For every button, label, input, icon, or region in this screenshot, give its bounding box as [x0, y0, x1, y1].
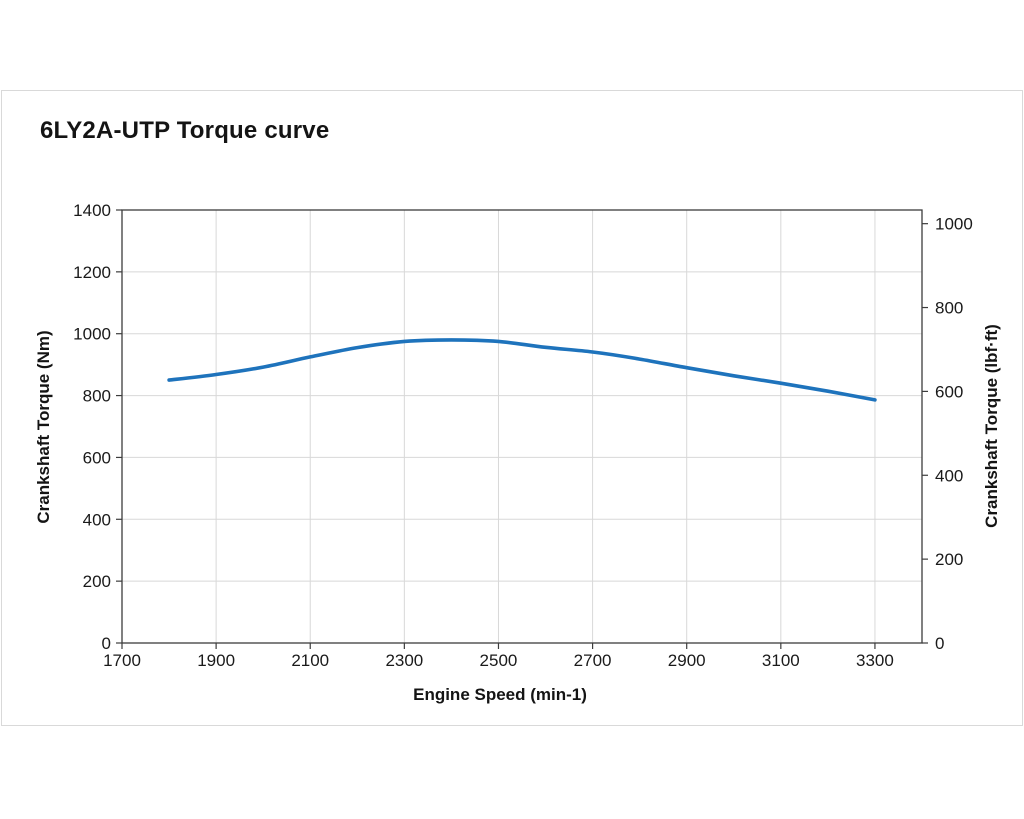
y-left-tick-label: 1200 — [73, 263, 111, 282]
y-axis-label-left: Crankshaft Torque (Nm) — [34, 330, 53, 524]
y-left-tick-label: 1000 — [73, 325, 111, 344]
x-tick-label: 2300 — [385, 651, 423, 670]
y-axis-label-right: Crankshaft Torque (lbf·ft) — [982, 324, 1001, 528]
torque-curve-line — [167, 338, 877, 402]
y-left-tick-label: 200 — [83, 572, 111, 591]
x-tick-label: 1900 — [197, 651, 235, 670]
y-right-tick-label: 0 — [935, 634, 944, 653]
plot-border — [121, 209, 923, 644]
y-left-tick-label: 0 — [102, 634, 111, 653]
x-axis-label: Engine Speed (min-1) — [413, 685, 587, 704]
y-right-tick-label: 400 — [935, 466, 963, 485]
x-tick-label: 2500 — [480, 651, 518, 670]
y-right-tick-label: 600 — [935, 382, 963, 401]
y-left-tick-label: 800 — [83, 387, 111, 406]
y-right-tick-label: 200 — [935, 550, 963, 569]
y-left-tick-label: 600 — [83, 448, 111, 467]
x-tick-label: 2100 — [291, 651, 329, 670]
x-tick-label: 2700 — [574, 651, 612, 670]
y-right-tick-label: 800 — [935, 299, 963, 318]
y-right-tick-label: 1000 — [935, 215, 973, 234]
x-tick-label: 3300 — [856, 651, 894, 670]
chart-title: 6LY2A-UTP Torque curve — [40, 117, 330, 144]
x-tick-label: 2900 — [668, 651, 706, 670]
x-tick-label: 1700 — [103, 651, 141, 670]
y-left-tick-label: 1400 — [73, 201, 111, 220]
chart-panel — [1, 90, 1023, 726]
y-left-tick-label: 400 — [83, 510, 111, 529]
x-tick-label: 3100 — [762, 651, 800, 670]
